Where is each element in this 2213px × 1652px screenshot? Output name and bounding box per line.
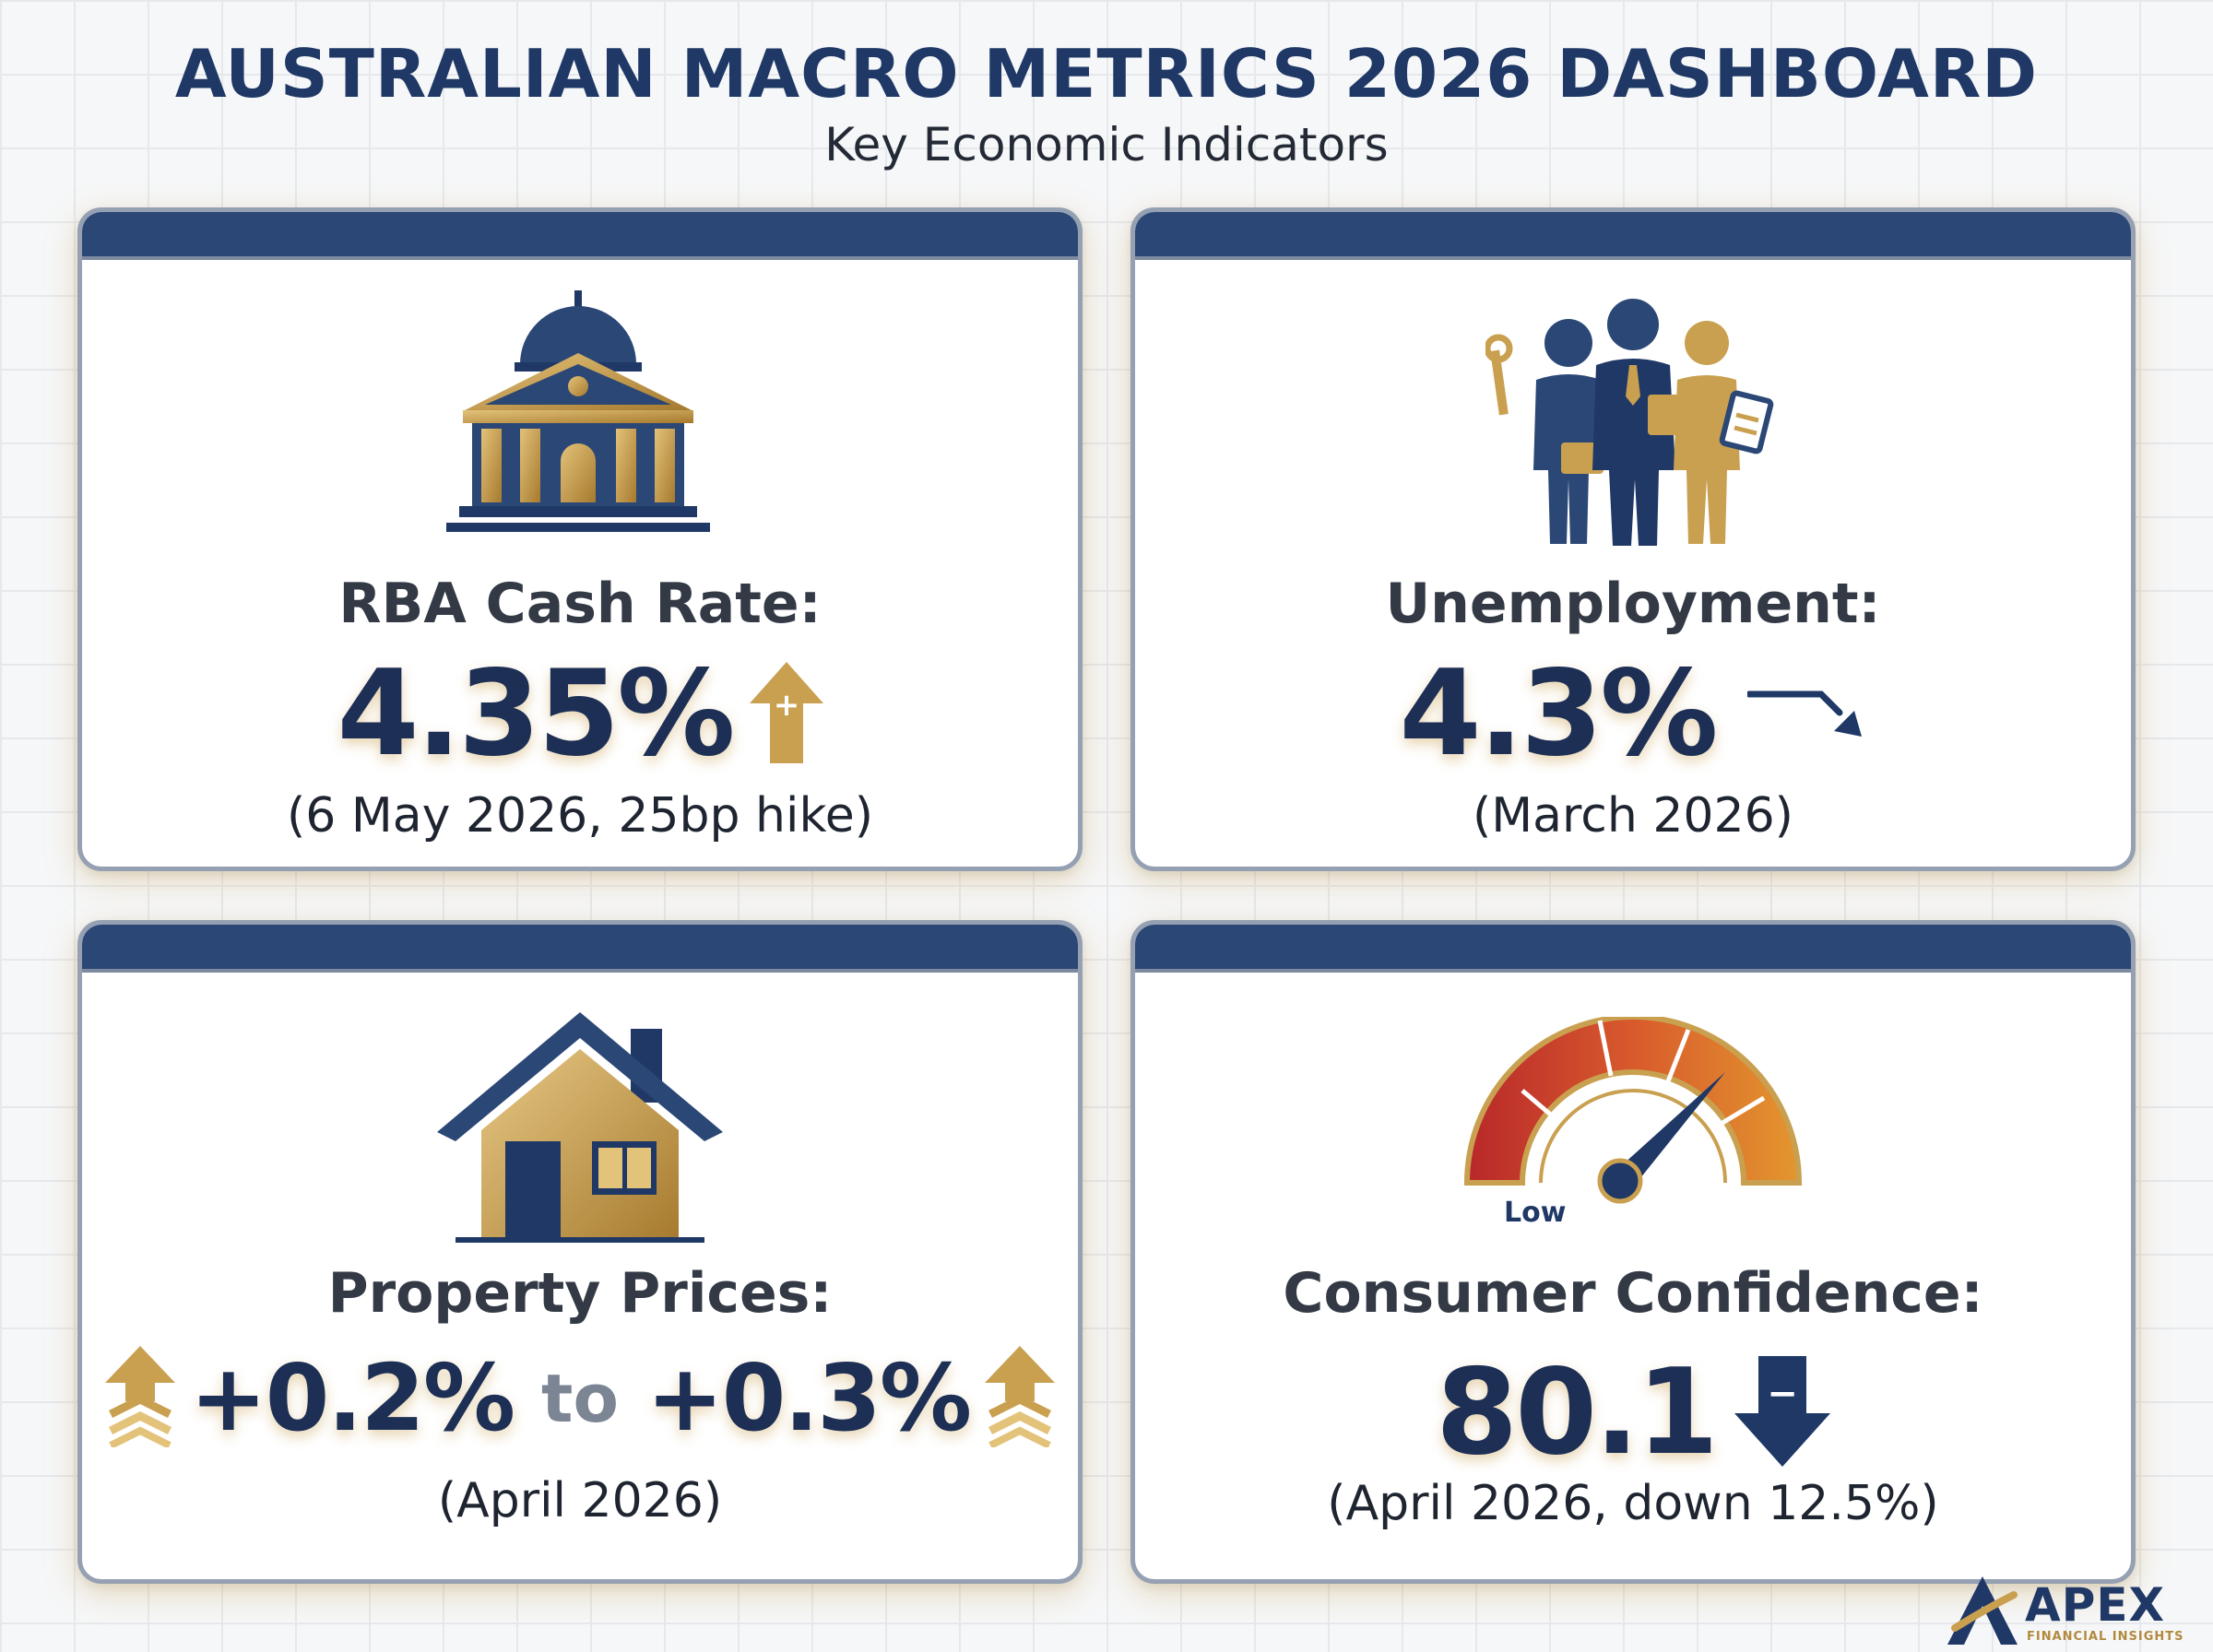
up-arrow-icon: + — [749, 661, 823, 767]
consumer-confidence-label: Consumer Confidence: — [1283, 1261, 1983, 1326]
apex-logo-mark-icon — [1947, 1576, 2018, 1645]
workers-icon — [1135, 295, 2131, 553]
unemployment-note: (March 2026) — [1473, 788, 1793, 844]
double-up-arrow-icon — [103, 1345, 177, 1451]
house-icon — [82, 1012, 1078, 1243]
unemployment-label: Unemployment: — [1385, 572, 1881, 636]
card-header-bar — [1135, 212, 2131, 260]
property-prices-label: Property Prices: — [327, 1261, 833, 1326]
rba-cash-rate-label: RBA Cash Rate: — [338, 572, 822, 636]
range-connector: to — [541, 1359, 619, 1437]
svg-text:−: − — [1767, 1373, 1798, 1415]
gauge-icon: Low — [1135, 1017, 2131, 1229]
svg-text:+: + — [773, 687, 799, 724]
dashboard-subtitle: Key Economic Indicators — [824, 118, 1389, 171]
logo-tagline: FINANCIAL INSIGHTS — [2027, 1630, 2184, 1644]
rba-cash-rate-note: (6 May 2026, 25bp hike) — [287, 788, 873, 844]
property-prices-high-value: +0.3% — [645, 1344, 972, 1452]
double-up-arrow-icon — [983, 1345, 1057, 1451]
card-header-bar — [82, 925, 1078, 973]
unemployment-card: Unemployment: 4.3% (March 2026) — [1130, 207, 2136, 871]
consumer-confidence-card: Low Consumer Confidence: 80.1 − (April 2… — [1130, 920, 2136, 1584]
svg-text:Low: Low — [1504, 1197, 1566, 1229]
card-header-bar — [1135, 925, 2131, 973]
property-prices-card: Property Prices: +0.2% to +0.3% (April 2… — [77, 920, 1083, 1584]
card-header-bar — [82, 212, 1078, 260]
rba-cash-rate-value: 4.35% — [337, 645, 735, 783]
logo-name: APEX — [2025, 1578, 2166, 1632]
consumer-confidence-note: (April 2026, down 12.5%) — [1327, 1476, 1939, 1531]
consumer-confidence-value: 80.1 — [1436, 1344, 1719, 1481]
unemployment-value: 4.3% — [1399, 645, 1719, 783]
dashboard-title: AUSTRALIAN MACRO METRICS 2026 DASHBOARD — [174, 35, 2039, 112]
bank-building-icon — [82, 290, 1078, 549]
down-arrow-icon: − — [1734, 1355, 1830, 1470]
apex-logo: APEX FINANCIAL INSIGHTS — [1944, 1573, 2202, 1646]
down-trend-arrow-icon — [1746, 685, 1867, 744]
rba-cash-rate-card: RBA Cash Rate: 4.35% + (6 May 2026, 25bp… — [77, 207, 1083, 871]
property-prices-low-value: +0.2% — [189, 1344, 515, 1452]
property-prices-note: (April 2026) — [437, 1473, 723, 1528]
